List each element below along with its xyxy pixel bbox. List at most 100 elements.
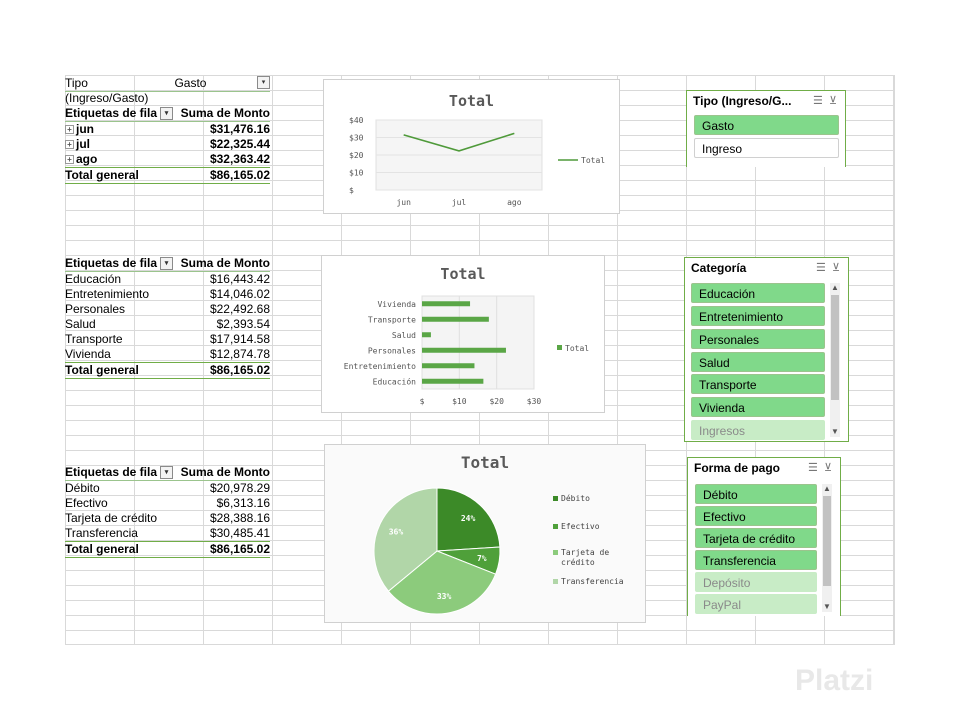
legend-swatch xyxy=(553,579,558,584)
multi-select-icon[interactable]: ☰ xyxy=(807,462,818,474)
row-labels-dropdown-icon[interactable]: ▾ xyxy=(160,466,174,480)
x-tick-label: ago xyxy=(507,198,522,207)
slicer-item[interactable]: Entretenimiento xyxy=(691,306,825,326)
line-chart[interactable]: Total $40 $30 $20 $10 $ jun jul ago Total xyxy=(323,79,620,214)
pivot-row[interactable]: Personales $22,492.68 xyxy=(65,302,270,316)
report-filter-label: Tipo (Ingreso/Gasto) xyxy=(65,76,149,105)
scroll-thumb[interactable] xyxy=(823,496,831,586)
expand-icon[interactable]: + xyxy=(65,155,74,165)
pie-chart-plot: 24% 7% 33% 36% Débito Efectivo Tarjeta decrédi… xyxy=(373,487,624,615)
pivot-row[interactable]: + jul $22,325.44 xyxy=(65,137,270,152)
data-label: 33% xyxy=(437,592,452,601)
platzi-watermark: Platzi xyxy=(795,664,874,697)
row-labels-header[interactable]: Etiquetas de fila ▾ xyxy=(65,256,175,271)
y-tick-label: Vivienda xyxy=(377,300,416,309)
clear-filter-icon[interactable]: ⊻ xyxy=(823,462,832,474)
pivot-row[interactable]: Educación $16,443.42 xyxy=(65,272,270,286)
data-label: 36% xyxy=(389,528,404,537)
slicer-scrollbar[interactable]: ▲ ▼ xyxy=(830,283,840,437)
scroll-thumb[interactable] xyxy=(831,295,839,400)
slicer-forma-pago: Forma de pago ☰ ⊻ Débito Efectivo Tarjet… xyxy=(687,457,841,616)
bar xyxy=(422,301,471,307)
slicer-categoria: Categoría ☰ ⊻ Educación Entretenimiento … xyxy=(684,257,849,442)
multi-select-icon[interactable]: ☰ xyxy=(812,95,823,107)
values-header: Suma de Monto xyxy=(180,465,270,479)
row-labels-header[interactable]: Etiquetas de fila ▾ xyxy=(65,465,175,480)
bar xyxy=(422,332,431,338)
pivot-row[interactable]: Salud $2,393.54 xyxy=(65,317,270,331)
slicer-item[interactable]: Efectivo xyxy=(695,506,817,526)
slicer-item[interactable]: Transporte xyxy=(691,374,825,394)
x-tick-label: jul xyxy=(452,198,467,207)
x-tick-label: $20 xyxy=(489,397,504,406)
filter-dropdown-icon[interactable]: ▾ xyxy=(257,76,270,89)
report-filter-value[interactable]: Gasto xyxy=(174,76,207,90)
legend-swatch xyxy=(553,550,558,555)
slicer-item[interactable]: Depósito xyxy=(695,572,817,592)
line-chart-plot: $40 $30 $20 $10 $ jun jul ago Total xyxy=(349,116,605,207)
scroll-down-icon[interactable]: ▼ xyxy=(831,427,839,436)
scroll-down-icon[interactable]: ▼ xyxy=(823,602,831,611)
bar xyxy=(422,347,506,353)
pie-slice xyxy=(436,487,501,552)
pivot-table-category: Etiquetas de fila ▾ Suma de Monto Educaci… xyxy=(65,256,270,379)
slicer-item[interactable]: Gasto xyxy=(694,115,839,135)
y-tick-label: Salud xyxy=(392,331,416,340)
y-tick-label: Transporte xyxy=(368,315,416,324)
y-tick-label: $10 xyxy=(349,169,364,178)
pivot-total-row: Total general $86,165.02 xyxy=(65,167,270,184)
x-tick-label: $30 xyxy=(527,397,542,406)
clear-filter-icon[interactable]: ⊻ xyxy=(831,262,840,274)
x-tick-label: $10 xyxy=(452,397,467,406)
row-labels-dropdown-icon[interactable]: ▾ xyxy=(160,107,174,121)
pivot-row[interactable]: + jun $31,476.16 xyxy=(65,122,270,137)
pivot-row[interactable]: Efectivo $6,313.16 xyxy=(65,496,270,510)
scroll-up-icon[interactable]: ▲ xyxy=(831,283,839,292)
y-tick-label: Personales xyxy=(368,346,416,355)
slicer-scrollbar[interactable]: ▲ ▼ xyxy=(822,484,832,612)
slicer-tipo: Tipo (Ingreso/G... ☰ ⊻ Gasto Ingreso xyxy=(686,90,846,167)
slicer-item[interactable]: Personales xyxy=(691,329,825,349)
values-header: Suma de Monto xyxy=(180,106,270,120)
pivot-row[interactable]: Entretenimiento $14,046.02 xyxy=(65,287,270,301)
pivot-row[interactable]: + ago $32,363.42 xyxy=(65,152,270,167)
slicer-item[interactable]: Transferencia xyxy=(695,550,817,570)
multi-select-icon[interactable]: ☰ xyxy=(815,262,826,274)
clear-filter-icon[interactable]: ⊻ xyxy=(828,95,837,107)
slicer-item[interactable]: Tarjeta de crédito xyxy=(695,528,817,548)
data-label: 7% xyxy=(477,554,487,563)
expand-icon[interactable]: + xyxy=(65,125,74,135)
y-tick-label: $30 xyxy=(349,134,364,143)
bar xyxy=(422,316,489,322)
pivot-row[interactable]: Tarjeta de crédito $28,388.16 xyxy=(65,511,270,525)
y-tick-label: Entretenimiento xyxy=(344,362,416,371)
y-tick-label: $ xyxy=(349,186,354,195)
pivot-row[interactable]: Vivienda $12,874.78 xyxy=(65,347,270,361)
slicer-title: Forma de pago xyxy=(694,461,781,475)
pie-chart[interactable]: Total 24% 7% 33% 36% Débito Efectivo Tarjeta d… xyxy=(324,444,646,623)
slicer-item[interactable]: PayPal xyxy=(695,594,817,614)
scroll-up-icon[interactable]: ▲ xyxy=(823,484,831,493)
bar-chart[interactable]: Total $ $10 $20 $30 Vivienda Transporte Salud P… xyxy=(321,255,605,413)
slicer-item[interactable]: Salud xyxy=(691,352,825,372)
bar xyxy=(422,378,484,384)
pivot-table-months: Etiquetas de fila ▾ Suma de Monto + jun $31… xyxy=(65,106,270,184)
chart-title: Total xyxy=(440,265,486,283)
slicer-item[interactable]: Ingresos xyxy=(691,420,825,440)
slicer-item[interactable]: Débito xyxy=(695,484,817,504)
pivot-row[interactable]: Transferencia $30,485.41 xyxy=(65,526,270,540)
pivot-row[interactable]: Débito $20,978.29 xyxy=(65,481,270,495)
x-tick-label: jun xyxy=(396,198,411,207)
row-labels-dropdown-icon[interactable]: ▾ xyxy=(160,257,174,271)
legend-label: crédito xyxy=(561,557,595,567)
legend-swatch xyxy=(557,345,562,350)
slicer-item[interactable]: Ingreso xyxy=(694,138,839,158)
chart-title: Total xyxy=(460,453,510,472)
legend-label: Débito xyxy=(561,493,590,503)
row-labels-header[interactable]: Etiquetas de fila ▾ xyxy=(65,106,175,121)
slicer-item[interactable]: Vivienda xyxy=(691,397,825,417)
slicer-item[interactable]: Educación xyxy=(691,283,825,303)
pie-slice xyxy=(387,550,497,615)
expand-icon[interactable]: + xyxy=(65,140,74,150)
pivot-row[interactable]: Transporte $17,914.58 xyxy=(65,332,270,346)
